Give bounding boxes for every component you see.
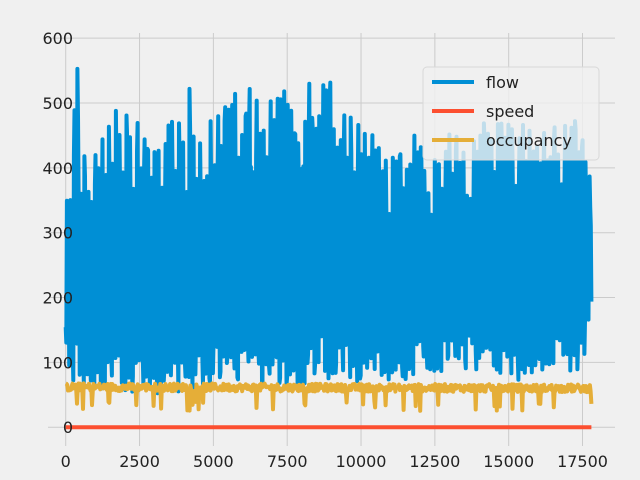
y-tick-label: 100 [42, 353, 73, 372]
x-tick-label: 12500 [409, 452, 460, 471]
y-tick-label: 200 [42, 289, 73, 308]
x-tick-label: 0 [61, 452, 71, 471]
legend-label-occupancy: occupancy [486, 131, 572, 150]
series-flow-line [63, 66, 594, 396]
legend-label-flow: flow [486, 73, 519, 92]
x-tick-label: 17500 [557, 452, 608, 471]
x-tick-label: 10000 [336, 452, 387, 471]
legend-box [422, 66, 600, 161]
legend: flow speed occupancy [422, 66, 600, 161]
y-tick-label: 0 [63, 418, 73, 437]
series-occupancy-line [64, 381, 594, 413]
legend-label-speed: speed [486, 102, 534, 121]
x-tick-label: 15000 [483, 452, 534, 471]
y-tick-label: 400 [42, 159, 73, 178]
x-tick-label: 5000 [193, 452, 234, 471]
y-tick-label: 500 [42, 94, 73, 113]
x-tick-label: 7500 [267, 452, 308, 471]
y-tick-label: 600 [42, 29, 73, 48]
y-tick-label: 300 [42, 224, 73, 243]
series-lines [63, 66, 594, 430]
tick-labels: 0 2500 5000 7500 10000 12500 15000 17500 0 100 200… [42, 29, 608, 471]
x-tick-label: 2500 [119, 452, 160, 471]
